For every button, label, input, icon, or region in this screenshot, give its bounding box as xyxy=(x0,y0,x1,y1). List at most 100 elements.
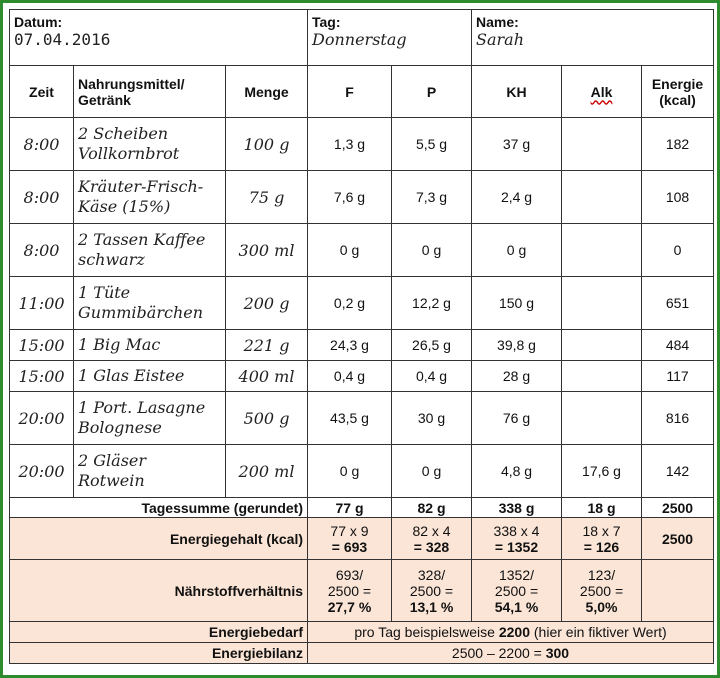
row-alcohol xyxy=(561,117,643,171)
balance-result: 300 xyxy=(545,645,570,661)
day-cell: Tag: Donnerstag xyxy=(306,9,473,66)
energy-alcohol-calc: 18 x 7 xyxy=(582,522,621,539)
row-fat: 0 g xyxy=(307,223,392,277)
balance-expr: 2500 – 2200 = xyxy=(451,645,546,661)
ratio-alcohol: 123/2500 = 5,0% xyxy=(561,559,643,622)
ratio-carbs-1: 1352/ xyxy=(498,566,535,583)
table-row: 20:00 1 Port. Lasagne Bolognese 500 g 43,… xyxy=(9,391,715,445)
row-food-line1: 2 Gläser xyxy=(78,451,147,470)
row-energy: 651 xyxy=(641,276,715,330)
col-carbs: KH xyxy=(471,65,563,118)
totals-energy: 2500 xyxy=(641,497,715,518)
row-carbs: 28 g xyxy=(471,360,563,392)
row-amount: 300 ml xyxy=(225,223,308,277)
row-food: 2 Scheiben Vollkornbrot xyxy=(73,117,226,171)
row-food-line2: schwarz xyxy=(78,250,145,269)
row-time: 8:00 xyxy=(9,117,74,171)
row-food-line1: 2 Scheiben xyxy=(78,124,169,143)
col-food-line2: Getränk xyxy=(78,91,131,108)
row-protein: 12,2 g xyxy=(390,276,473,330)
energy-alcohol: 18 x 7 = 126 xyxy=(561,517,643,560)
row-food: 2 Tassen Kaffee schwarz xyxy=(73,223,226,277)
row-energy: 0 xyxy=(641,223,715,277)
row-fat: 0,4 g xyxy=(307,360,392,392)
name-value: Sarah xyxy=(476,30,525,49)
balance-row: Energiebilanz 2500 – 2200 = 300 xyxy=(9,642,715,664)
column-header-row: Zeit Nahrungsmittel/ Getränk Menge F P K… xyxy=(9,65,715,118)
col-energy-line2: (kcal) xyxy=(659,91,696,108)
row-food-line2: Bolognese xyxy=(78,418,162,437)
row-energy: 108 xyxy=(641,170,715,224)
row-amount: 400 ml xyxy=(225,360,308,392)
balance-label: Energiebilanz xyxy=(9,642,308,664)
name-label: Name: xyxy=(476,14,519,30)
date-cell: Datum: 07.04.2016 xyxy=(9,9,308,66)
col-protein: P xyxy=(390,65,473,118)
totals-fat: 77 g xyxy=(307,497,392,518)
row-fat: 43,5 g xyxy=(307,391,392,445)
row-fat: 0 g xyxy=(307,444,392,498)
ratio-protein: 328/2500 = 13,1 % xyxy=(390,559,473,622)
col-fat: F xyxy=(307,65,392,118)
col-alcohol: Alk xyxy=(561,65,643,118)
row-food-line2: Rotwein xyxy=(78,471,145,490)
ratio-carbs-3: 54,1 % xyxy=(494,598,539,615)
col-energy-line1: Energie xyxy=(651,75,704,92)
col-food: Nahrungsmittel/ Getränk xyxy=(73,65,226,118)
table-row: 15:00 1 Big Mac 221 g 24,3 g 26,5 g 39,8… xyxy=(9,329,715,361)
energy-protein-result: = 328 xyxy=(413,538,450,555)
totals-label: Tagessumme (gerundet) xyxy=(9,497,308,518)
ratio-protein-2: 2500 = xyxy=(409,582,454,599)
row-carbs: 150 g xyxy=(471,276,563,330)
day-label: Tag: xyxy=(312,14,341,30)
table-row: 8:00 Kräuter-Frisch- Käse (15%) 75 g 7,6 … xyxy=(9,170,715,224)
row-food: 2 Gläser Rotwein xyxy=(73,444,226,498)
row-carbs: 39,8 g xyxy=(471,329,563,361)
requirement-row: Energiebedarf pro Tag beispielsweise 220… xyxy=(9,621,715,643)
energy-carbs: 338 x 4 = 1352 xyxy=(471,517,563,560)
energy-protein-calc: 82 x 4 xyxy=(412,522,451,539)
ratio-label: Nährstoffverhältnis xyxy=(9,559,308,622)
date-label: Datum: xyxy=(14,14,63,30)
ratio-protein-1: 328/ xyxy=(417,566,446,583)
col-food-line1: Nahrungsmittel/ xyxy=(78,75,185,92)
row-food-line1: 1 Tüte xyxy=(78,283,131,302)
row-food: 1 Tüte Gummibärchen xyxy=(73,276,226,330)
row-alcohol xyxy=(561,276,643,330)
requirement-text: pro Tag beispielsweise 2200 (hier ein fi… xyxy=(306,621,715,643)
ratio-fat: 693/2500 = 27,7 % xyxy=(307,559,392,622)
row-food: 1 Glas Eistee xyxy=(73,360,226,392)
row-alcohol xyxy=(561,391,643,445)
row-amount: 75 g xyxy=(225,170,308,224)
requirement-value: 2200 xyxy=(498,624,530,640)
row-carbs: 37 g xyxy=(471,117,563,171)
ratio-carbs-2: 2500 = xyxy=(494,582,539,599)
row-energy: 182 xyxy=(641,117,715,171)
row-fat: 24,3 g xyxy=(307,329,392,361)
energy-protein: 82 x 4 = 328 xyxy=(390,517,473,560)
row-food-line1: 1 Glas Eistee xyxy=(78,366,185,385)
row-energy: 816 xyxy=(641,391,715,445)
ratio-alcohol-1: 123/ xyxy=(587,566,616,583)
ratio-fat-3: 27,7 % xyxy=(327,598,372,615)
row-food: 1 Big Mac xyxy=(73,329,226,361)
table-row: 11:00 1 Tüte Gummibärchen 200 g 0,2 g 12,… xyxy=(9,276,715,330)
row-food-line2: Vollkornbrot xyxy=(78,144,180,163)
table-row: 20:00 2 Gläser Rotwein 200 ml 0 g 0 g 4,8… xyxy=(9,444,715,498)
energy-content-row: Energiegehalt (kcal) 77 x 9 = 693 82 x 4 =… xyxy=(9,517,715,560)
row-food-line1: 1 Big Mac xyxy=(78,335,161,354)
row-alcohol xyxy=(561,223,643,277)
energy-fat-calc: 77 x 9 xyxy=(330,522,369,539)
date-value: 07.04.2016 xyxy=(14,30,111,49)
row-alcohol: 17,6 g xyxy=(561,444,643,498)
row-amount: 500 g xyxy=(225,391,308,445)
row-food-line1: 1 Port. Lasagne xyxy=(78,398,206,417)
ratio-row: Nährstoffverhältnis 693/2500 = 27,7 % 328… xyxy=(9,559,715,622)
ratio-carbs: 1352/2500 = 54,1 % xyxy=(471,559,563,622)
row-alcohol xyxy=(561,360,643,392)
row-amount: 200 g xyxy=(225,276,308,330)
header-row: Datum: 07.04.2016 Tag: Donnerstag Name: … xyxy=(9,9,715,66)
row-time: 11:00 xyxy=(9,276,74,330)
energy-fat: 77 x 9 = 693 xyxy=(307,517,392,560)
